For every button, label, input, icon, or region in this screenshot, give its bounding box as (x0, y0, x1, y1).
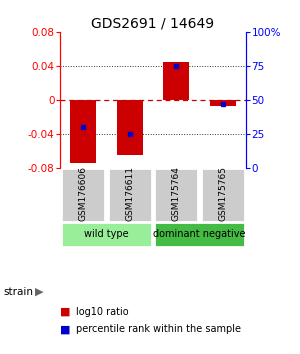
Text: strain: strain (3, 287, 33, 297)
Text: GSM176606: GSM176606 (79, 166, 88, 221)
Bar (108, 167, 152, 222)
Text: GSM175765: GSM175765 (218, 166, 227, 221)
Text: ■: ■ (60, 307, 70, 316)
Bar (201, 167, 244, 222)
Bar (61, 222, 152, 246)
Text: percentile rank within the sample: percentile rank within the sample (76, 324, 242, 334)
Bar (61, 167, 105, 222)
Text: log10 ratio: log10 ratio (76, 307, 129, 316)
Text: dominant negative: dominant negative (153, 229, 246, 239)
Text: wild type: wild type (84, 229, 129, 239)
Text: ▶: ▶ (34, 287, 43, 297)
Bar (164, 62, 189, 100)
Bar (117, 100, 142, 155)
Bar (154, 167, 198, 222)
Bar (70, 100, 96, 163)
Text: GSM175764: GSM175764 (172, 166, 181, 221)
Title: GDS2691 / 14649: GDS2691 / 14649 (92, 17, 214, 31)
Text: GSM176611: GSM176611 (125, 166, 134, 221)
Bar (210, 100, 236, 107)
Text: ■: ■ (60, 324, 70, 334)
Bar (154, 222, 244, 246)
